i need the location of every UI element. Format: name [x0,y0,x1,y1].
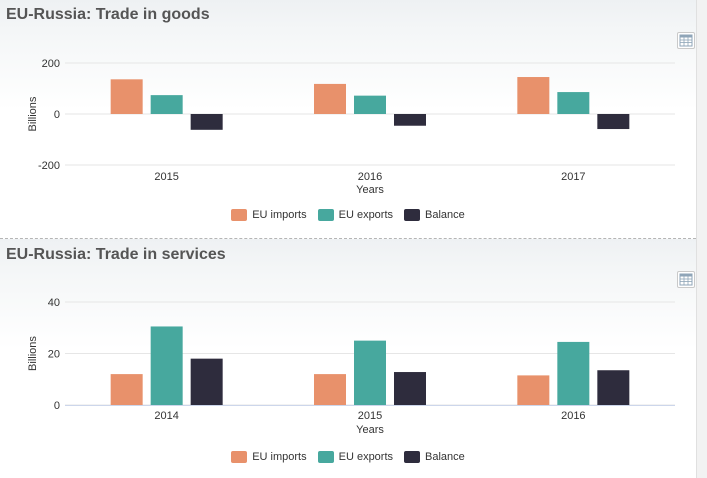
legend-swatch [317,209,334,221]
legend-label: EU imports [252,451,307,463]
services-y-axis-title: Billions [27,336,39,371]
goods-bar-eu-exports-2017[interactable] [557,92,590,114]
goods-x-axis-title: Years [356,184,384,196]
services-bar-eu-imports-2016[interactable] [517,375,550,405]
services-x-tick-label: 2015 [358,410,382,422]
services-table-view-button[interactable] [677,271,695,288]
services-x-tick-label: 2016 [561,410,585,422]
services-bar-balance-2015[interactable] [394,372,426,405]
goods-chart-plot: 200 0 -200 Billions 2015 2016 2017 Years [27,58,675,196]
table-icon [678,33,694,48]
services-bar-eu-exports-2016[interactable] [557,341,590,405]
legend-swatch [404,209,421,221]
legend-label: Balance [425,451,465,463]
goods-bar-eu-imports-2015[interactable] [110,79,143,114]
goods-x-tick-label: 2016 [358,171,382,183]
goods-bar-eu-imports-2016[interactable] [314,83,346,114]
legend-label: EU exports [338,209,394,221]
goods-bar-balance-2016[interactable] [394,114,426,126]
services-bar-eu-imports-2015[interactable] [314,374,346,405]
services-legend-item-eu-imports[interactable]: EU imports [231,451,307,463]
goods-bar-eu-exports-2016[interactable] [354,95,386,114]
goods-bar-eu-exports-2015[interactable] [150,95,183,114]
services-legend-item-eu-exports[interactable]: EU exports [317,451,394,463]
legend-label: EU exports [338,451,394,463]
goods-y-axis-title: Billions [27,96,39,131]
legend-swatch [231,451,248,463]
goods-legend-item-eu-exports[interactable]: EU exports [317,209,394,221]
services-legend-item-balance[interactable]: Balance [404,451,465,463]
services-bar-balance-2014[interactable] [190,358,223,405]
services-bar-balance-2016[interactable] [597,370,630,405]
goods-bar-eu-imports-2017[interactable] [517,77,550,114]
legend-label: EU imports [252,209,307,221]
legend-swatch [231,209,248,221]
goods-y-tick-label: 200 [42,58,60,70]
legend-swatch [404,451,421,463]
services-y-tick-label: 0 [54,400,60,412]
goods-y-tick-label: 0 [54,109,60,121]
goods-chart-panel: EU-Russia: Trade in goods 200 0 -200 Billio… [0,0,696,238]
services-y-tick-label: 40 [48,297,60,309]
table-icon [678,272,694,287]
goods-legend-item-eu-imports[interactable]: EU imports [231,209,307,221]
legend-swatch [317,451,334,463]
services-chart-panel: EU-Russia: Trade in services 40 20 0 Billio… [0,239,696,478]
goods-bar-balance-2017[interactable] [597,114,630,130]
goods-legend-item-balance[interactable]: Balance [404,209,465,221]
services-bar-eu-exports-2014[interactable] [150,326,183,405]
services-chart-title: EU-Russia: Trade in services [6,246,226,263]
goods-table-view-button[interactable] [677,32,695,49]
services-bar-eu-imports-2014[interactable] [110,374,143,405]
goods-bar-balance-2015[interactable] [190,114,223,130]
goods-x-tick-label: 2017 [561,171,585,183]
scrollbar-track[interactable] [696,0,707,478]
services-x-tick-label: 2014 [154,410,178,422]
goods-x-tick-label: 2015 [154,171,178,183]
goods-chart-legend: EU imports EU exports Balance [0,209,696,221]
services-chart-legend: EU imports EU exports Balance [0,451,696,463]
panel-divider [0,238,696,239]
services-y-tick-label: 20 [48,349,60,361]
services-x-axis-title: Years [356,424,384,436]
services-bar-eu-exports-2015[interactable] [354,340,386,405]
goods-y-tick-label: -200 [38,160,60,172]
goods-chart-title: EU-Russia: Trade in goods [6,6,210,23]
services-chart-plot: 40 20 0 Billions 2014 2015 2016 Years [27,297,675,436]
legend-label: Balance [425,209,465,221]
